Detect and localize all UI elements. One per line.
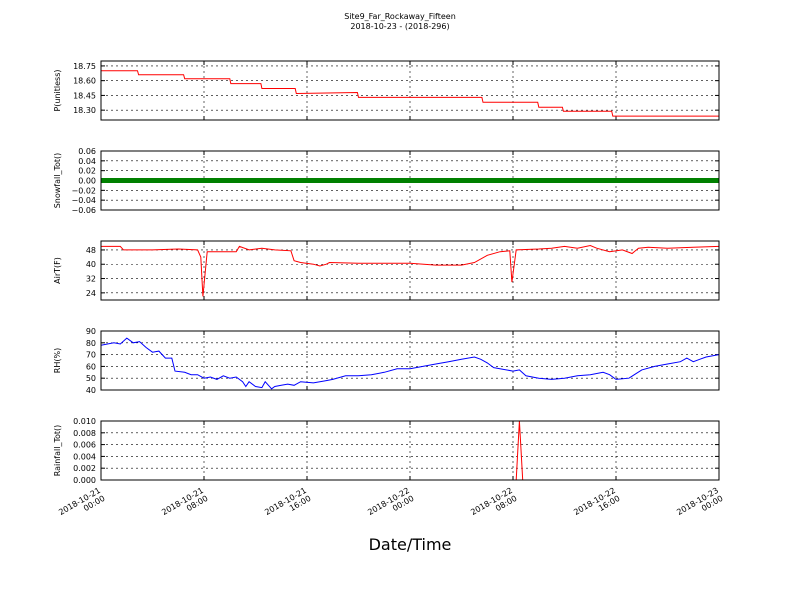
x-tick-label: 2018-10-2208:00 bbox=[469, 486, 518, 525]
panel-rh: 40 50 60 70 80 90 RH(%) bbox=[53, 327, 720, 395]
y-tick-label: 32 bbox=[86, 275, 96, 284]
y-tick-label: 0.02 bbox=[78, 167, 96, 176]
y-tick-label: 48 bbox=[86, 246, 96, 255]
chart-subtitle: 2018-10-23 - (2018-296) bbox=[350, 22, 449, 31]
panel-pressure: 18.30 18.45 18.60 18.75 P(unitless) bbox=[53, 60, 720, 121]
panels-group: 18.3018.4518.6018.75P(unitless)−0.06−0.0… bbox=[53, 60, 720, 485]
x-tick-label: 2018-10-2116:00 bbox=[263, 486, 312, 525]
y-tick-label: 40 bbox=[86, 260, 96, 269]
x-tick-label: 2018-10-2100:00 bbox=[57, 486, 106, 525]
axes-frame bbox=[100, 330, 720, 391]
axes-frame bbox=[100, 150, 720, 211]
x-axis-label: Date/Time bbox=[369, 535, 452, 554]
y-tick-label: 18.45 bbox=[73, 91, 96, 100]
y-axis-label: RH(%) bbox=[53, 348, 62, 373]
axes-frame bbox=[100, 240, 720, 301]
x-tick-label: 2018-10-2200:00 bbox=[366, 486, 415, 525]
y-tick-label: −0.02 bbox=[71, 186, 96, 195]
x-tick-labels: 2018-10-2100:00 2018-10-2108:00 2018-10-21… bbox=[57, 486, 724, 525]
panel-rainfall: 0.000 0.002 0.004 0.006 0.008 0.010 Rainfall_T… bbox=[53, 417, 720, 485]
axes-frame bbox=[100, 60, 720, 121]
x-tick-label: 2018-10-2108:00 bbox=[160, 486, 209, 525]
y-tick-label: 0.00 bbox=[78, 177, 96, 186]
axes-frame bbox=[100, 420, 720, 481]
y-tick-label: 0.002 bbox=[73, 464, 96, 473]
x-tick-label: 2018-10-2216:00 bbox=[572, 486, 621, 525]
y-tick-label: 40 bbox=[86, 386, 96, 395]
y-tick-label: −0.06 bbox=[71, 206, 96, 215]
x-tick-label: 2018-10-2300:00 bbox=[675, 486, 724, 525]
series-line-airtemp bbox=[101, 244, 719, 297]
y-tick-label: 0.04 bbox=[78, 157, 96, 166]
y-axis-label: AirT(F) bbox=[53, 257, 62, 284]
y-tick-label: 18.75 bbox=[73, 62, 96, 71]
y-tick-label: 0.06 bbox=[78, 147, 96, 156]
y-tick-label: 18.30 bbox=[73, 106, 96, 115]
panel-snowfall: −0.06−0.04−0.020.000.020.040.06 Snowfall_… bbox=[53, 147, 720, 215]
y-tick-label: 24 bbox=[86, 289, 96, 298]
y-tick-label: 18.60 bbox=[73, 77, 96, 86]
y-tick-label: −0.04 bbox=[71, 196, 96, 205]
series-line-pressure bbox=[101, 70, 719, 117]
y-tick-label: 90 bbox=[86, 327, 96, 336]
series-line-rh bbox=[101, 337, 719, 390]
chart-title: Site9_Far_Rockaway_Fifteen bbox=[344, 12, 456, 21]
y-tick-label: 0.008 bbox=[73, 429, 96, 438]
y-tick-label: 70 bbox=[86, 351, 96, 360]
y-tick-label: 0.000 bbox=[73, 476, 96, 485]
y-axis-label: P(unitless) bbox=[53, 69, 62, 111]
y-tick-label: 50 bbox=[86, 374, 96, 383]
panel-airtemp: 24 32 40 48 AirT(F) bbox=[53, 240, 720, 301]
y-tick-label: 0.010 bbox=[73, 417, 96, 426]
y-axis-label: Snowfall_Tot() bbox=[53, 153, 62, 209]
y-tick-label: 60 bbox=[86, 362, 96, 371]
y-tick-label: 80 bbox=[86, 339, 96, 348]
y-tick-label: 0.004 bbox=[73, 452, 96, 461]
y-axis-label: Rainfall_Tot() bbox=[53, 425, 62, 477]
y-tick-label: 0.006 bbox=[73, 441, 96, 450]
